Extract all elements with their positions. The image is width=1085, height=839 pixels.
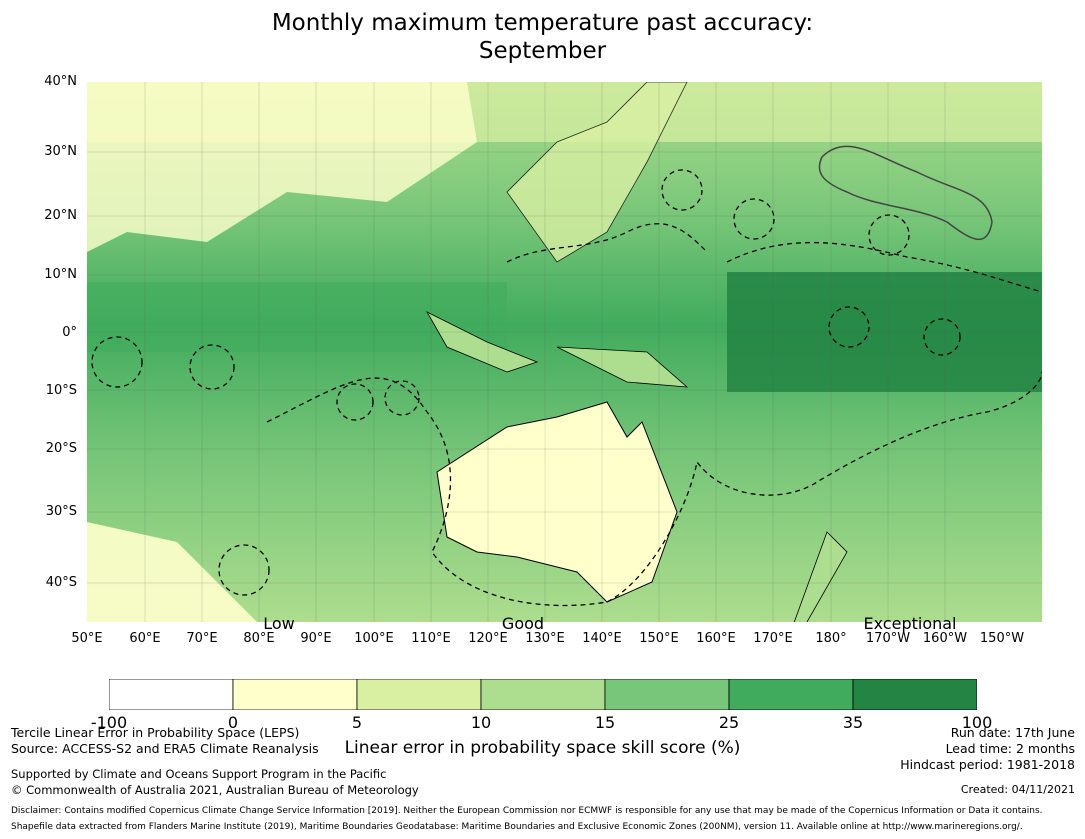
lat-label-30s: 30°S	[45, 504, 77, 519]
lon-label-120e: 120°E	[468, 631, 508, 646]
created-date: Created: 04/11/2021	[960, 783, 1075, 796]
colorbar-tick: 35	[842, 713, 864, 732]
lon-label-70e: 70°E	[186, 631, 218, 646]
lon-label-90e: 90°E	[300, 631, 332, 646]
colorbar-tick: 5	[351, 713, 363, 732]
hawaii-eez-outline	[818, 145, 993, 241]
lon-label-170w: 170°W	[865, 631, 911, 646]
skill-map	[87, 82, 1042, 622]
colorbar-segment	[604, 679, 730, 710]
chart-title-line2: September	[478, 38, 607, 64]
colorbar-tick: 100	[961, 713, 993, 732]
new-guinea-outline	[556, 346, 689, 388]
lat-label-10n: 10°N	[44, 267, 77, 282]
colorbar-segment	[728, 679, 854, 710]
lat-label-30n: 30°N	[44, 144, 77, 159]
run-date: Run date: 17th June	[950, 725, 1075, 740]
disclaimer: Disclaimer: Contains modified Copernicus…	[11, 806, 1043, 816]
scale-word-good: Good	[501, 614, 545, 633]
source-note: Source: ACCESS-S2 and ERA5 Climate Reana…	[11, 741, 319, 756]
lon-label-180: 180°	[815, 631, 847, 646]
lon-label-150w: 150°W	[979, 631, 1025, 646]
lon-label-160e: 160°E	[696, 631, 736, 646]
colorbar-segment	[852, 679, 977, 710]
colorbar-tick: 25	[718, 713, 740, 732]
lat-label-20n: 20°N	[44, 208, 77, 223]
scale-word-low: Low	[263, 614, 295, 633]
colorbar-tick: -100	[90, 713, 128, 732]
lon-label-150e: 150°E	[639, 631, 679, 646]
lat-label-20s: 20°S	[45, 441, 77, 456]
lon-label-100e: 100°E	[354, 631, 394, 646]
colorbar-tick: 15	[594, 713, 616, 732]
colorbar-tick: 0	[227, 713, 239, 732]
lon-label-130e: 130°E	[525, 631, 565, 646]
lat-label-10s: 10°S	[45, 383, 77, 398]
lat-label-0: 0°	[62, 325, 77, 340]
scale-word-exceptional: Exceptional	[863, 614, 957, 633]
colorbar-segment	[232, 679, 358, 710]
lat-label-40s: 40°S	[45, 575, 77, 590]
colorbar-segment	[356, 679, 482, 710]
equatorial-pacific-high-skill	[727, 272, 1042, 392]
lon-label-110e: 110°E	[411, 631, 451, 646]
lead-time: Lead time: 2 months	[945, 741, 1075, 756]
indonesia-outline	[425, 311, 539, 373]
lon-label-60e: 60°E	[129, 631, 161, 646]
lon-label-140e: 140°E	[582, 631, 622, 646]
graticule	[87, 82, 1042, 622]
asia-landmass-low	[87, 82, 477, 252]
australia-outline	[436, 401, 678, 603]
lon-label-80e: 80°E	[243, 631, 275, 646]
colorbar-tick: 10	[470, 713, 492, 732]
colorbar-segment	[480, 679, 606, 710]
lon-label-160w: 160°W	[922, 631, 968, 646]
colorbar	[109, 679, 977, 710]
hindcast-period: Hindcast period: 1981-2018	[900, 757, 1075, 772]
support-note: Supported by Climate and Oceans Support …	[11, 767, 387, 781]
method-note: Tercile Linear Error in Probability Spac…	[11, 725, 300, 740]
lon-label-50e: 50°E	[71, 631, 103, 646]
colorbar-label: Linear error in probability space skill …	[344, 738, 741, 758]
eez-boundaries	[91, 169, 1042, 607]
copyright-note: © Commonwealth of Australia 2021, Austra…	[11, 783, 419, 797]
colorbar-segment	[109, 679, 234, 710]
lat-label-40n: 40°N	[44, 74, 77, 89]
shapefile-credit: Shapefile data extracted from Flanders M…	[11, 822, 1023, 832]
lon-label-170e: 170°E	[753, 631, 793, 646]
chart-title-line1: Monthly maximum temperature past accurac…	[271, 10, 814, 36]
